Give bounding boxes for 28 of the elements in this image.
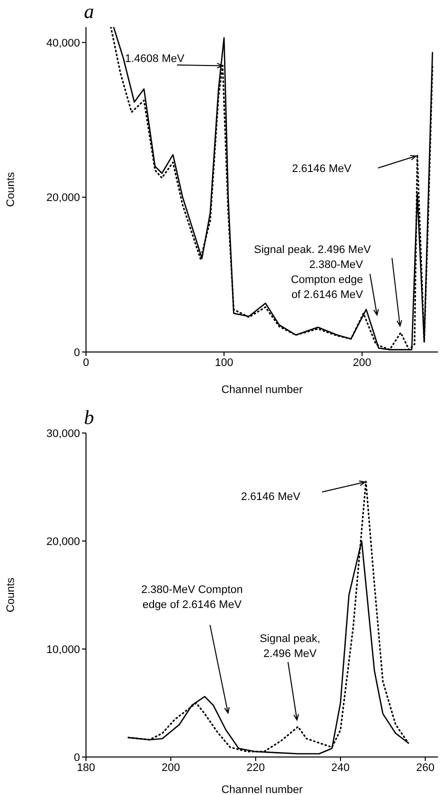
y-tick-label: 40,000 bbox=[46, 37, 80, 50]
y-tick-label: 30,000 bbox=[46, 428, 80, 440]
annotation: 2.6146 MeV bbox=[241, 491, 301, 503]
annotation: 2.380-MeV Compton edge of 2.6146 MeV bbox=[141, 584, 243, 611]
x-tick-label: 200 bbox=[162, 762, 180, 774]
annotation: 2.380-MeV Compton edge of 2.6146 MeV bbox=[290, 259, 364, 301]
chart-title: a bbox=[84, 1, 94, 24]
x-tick-label: 200 bbox=[352, 356, 372, 369]
x-tick-label: 0 bbox=[82, 356, 90, 369]
y-axis-title: Counts bbox=[4, 577, 17, 612]
x-axis-title: Channel number bbox=[221, 384, 303, 396]
x-tick-label: 240 bbox=[331, 762, 350, 774]
x-tick-label: 180 bbox=[76, 762, 96, 774]
y-tick-label: 20,000 bbox=[46, 192, 80, 204]
y-tick-label: 0 bbox=[74, 752, 80, 764]
annotation: 2.6146 MeV bbox=[292, 163, 352, 175]
y-tick-label: 10,000 bbox=[46, 644, 80, 656]
annotation: 1.4608 MeV bbox=[125, 53, 185, 65]
y-axis-title: Counts bbox=[4, 172, 17, 207]
x-tick-label: 100 bbox=[214, 356, 234, 369]
y-tick-label: 0 bbox=[74, 346, 80, 359]
y-tick-label: 20,000 bbox=[46, 536, 80, 548]
x-tick-label: 220 bbox=[246, 762, 265, 774]
x-tick-label: 260 bbox=[416, 762, 434, 774]
x-axis-title: Channel number bbox=[221, 784, 303, 795]
chart-title: b bbox=[84, 407, 94, 430]
annotation: Signal peak. 2.496 MeV bbox=[254, 244, 372, 256]
annotation: Signal peak, 2.496 MeV bbox=[260, 633, 320, 660]
